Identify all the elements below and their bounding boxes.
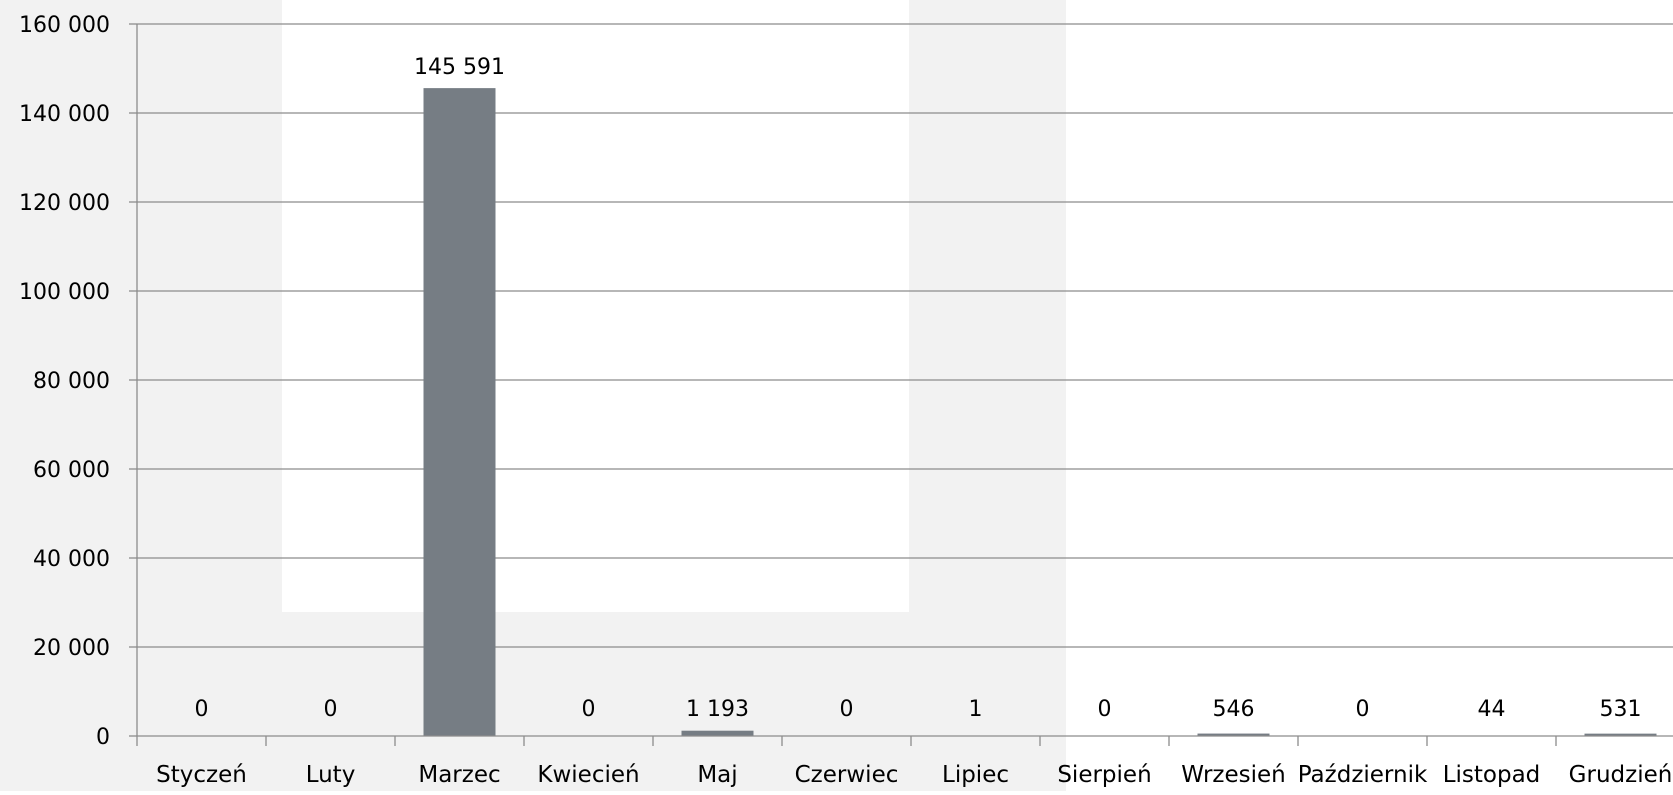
- x-tick-label: Luty: [306, 762, 356, 788]
- background-shading: [0, 0, 1066, 791]
- data-label: 44: [1478, 697, 1506, 722]
- x-tick-label: Styczeń: [156, 762, 247, 788]
- y-tick-label: 160 000: [19, 13, 110, 38]
- y-tick-label: 120 000: [19, 191, 110, 216]
- x-tick-label: Październik: [1298, 762, 1428, 788]
- x-tick-label: Wrzesień: [1181, 762, 1286, 788]
- gridlines: [137, 24, 1673, 647]
- x-tick-label: Listopad: [1443, 762, 1541, 788]
- x-tick-label: Sierpień: [1057, 762, 1151, 788]
- y-tick-label: 20 000: [33, 636, 110, 661]
- y-tick-label: 60 000: [33, 458, 110, 483]
- y-tick-labels: 0 20 000 40 000 60 000 80 000 100 000 120 000 1…: [19, 13, 110, 750]
- bar: [424, 88, 496, 736]
- y-tick-label: 0: [96, 725, 110, 750]
- shade-right: [909, 0, 1066, 791]
- x-tick-label: Czerwiec: [795, 762, 899, 788]
- data-label: 546: [1213, 697, 1255, 722]
- bar: [682, 731, 754, 736]
- data-label: 1: [969, 697, 983, 722]
- data-label: 0: [840, 697, 854, 722]
- y-tick-label: 140 000: [19, 102, 110, 127]
- data-label: 0: [1356, 697, 1370, 722]
- data-label: 1 193: [686, 697, 749, 722]
- data-label: 0: [195, 697, 209, 722]
- data-label: 0: [324, 697, 338, 722]
- x-tick-label: Maj: [697, 762, 737, 788]
- y-tick-label: 100 000: [19, 280, 110, 305]
- data-label: 531: [1600, 697, 1642, 722]
- x-tick-label: Grudzień: [1569, 762, 1673, 788]
- y-tick-label: 80 000: [33, 369, 110, 394]
- x-tick-label: Marzec: [418, 762, 500, 788]
- data-label: 0: [582, 697, 596, 722]
- data-label: 0: [1098, 697, 1112, 722]
- y-tick-label: 40 000: [33, 547, 110, 572]
- x-tick-label: Kwiecień: [537, 762, 639, 788]
- data-label: 145 591: [414, 55, 505, 80]
- x-tick-label: Lipiec: [942, 762, 1009, 788]
